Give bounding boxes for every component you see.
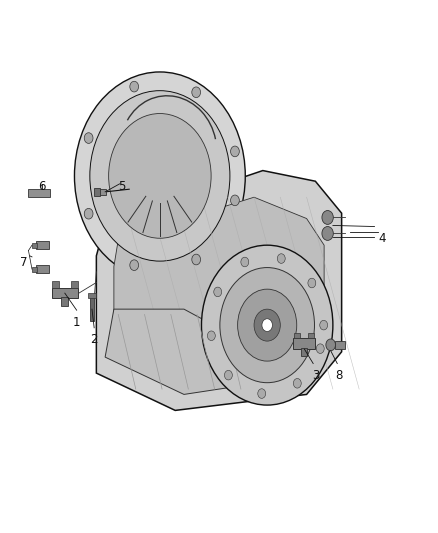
Circle shape [262,319,272,332]
Circle shape [192,87,201,98]
Polygon shape [36,265,49,273]
Text: 3: 3 [312,369,319,382]
Circle shape [208,331,215,341]
Text: 6: 6 [38,180,46,192]
Polygon shape [114,197,324,389]
Circle shape [192,254,201,265]
Polygon shape [96,171,342,410]
Text: 1: 1 [73,316,81,328]
Polygon shape [105,309,263,394]
Circle shape [237,289,297,361]
Circle shape [230,195,239,206]
Circle shape [320,320,328,330]
Polygon shape [301,348,307,356]
Circle shape [254,309,280,341]
Circle shape [84,208,93,219]
Polygon shape [90,297,94,321]
Circle shape [220,268,314,383]
Circle shape [130,260,138,270]
Polygon shape [99,189,106,195]
Circle shape [241,257,249,267]
Polygon shape [94,188,100,196]
Polygon shape [52,281,59,288]
Polygon shape [32,243,37,248]
Circle shape [109,114,211,238]
Polygon shape [308,333,314,338]
Circle shape [90,91,230,261]
Circle shape [214,287,222,297]
Polygon shape [88,293,96,298]
Text: 5: 5 [118,180,125,192]
Circle shape [74,72,245,280]
Text: 7: 7 [20,256,28,269]
Circle shape [258,389,266,398]
Circle shape [293,378,301,388]
Polygon shape [61,297,68,306]
Text: 4: 4 [378,232,386,245]
Circle shape [326,339,336,351]
Text: 8: 8 [335,369,342,382]
Polygon shape [294,333,300,338]
Polygon shape [36,241,49,249]
Circle shape [201,245,333,405]
Polygon shape [293,338,315,349]
Circle shape [277,254,285,263]
Polygon shape [52,288,78,298]
Polygon shape [335,341,345,349]
Circle shape [224,370,232,380]
Circle shape [130,82,138,92]
Polygon shape [32,266,37,272]
Circle shape [84,133,93,143]
Polygon shape [28,189,50,197]
Circle shape [322,227,333,240]
Circle shape [308,278,316,288]
Circle shape [322,211,333,224]
Circle shape [230,146,239,157]
Circle shape [316,344,324,353]
Text: 2: 2 [90,333,98,346]
Polygon shape [71,281,78,288]
